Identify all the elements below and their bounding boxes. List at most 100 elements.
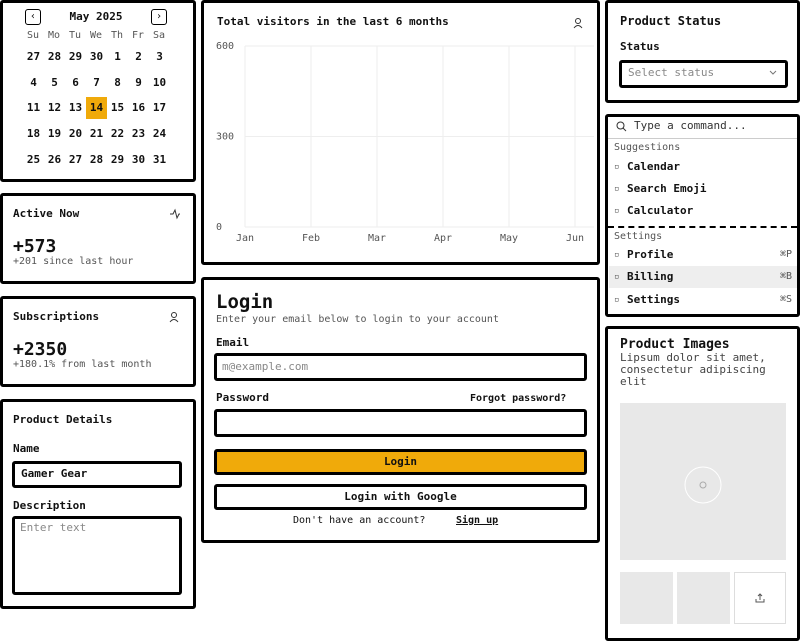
chevron-icon <box>769 70 777 75</box>
field-label: Email <box>216 336 250 349</box>
forgot-password-link[interactable]: Forgot password? <box>470 393 567 404</box>
calendar-day[interactable]: 29 <box>68 50 83 63</box>
weekday-label: Fr <box>131 30 145 41</box>
calendar-day[interactable]: 27 <box>26 50 41 63</box>
search-icon <box>616 121 627 132</box>
command-item[interactable]: Calendar <box>627 160 680 173</box>
calendar-day[interactable]: 19 <box>47 127 62 140</box>
calendar-day[interactable]: 15 <box>110 101 125 114</box>
email-input[interactable] <box>214 353 587 381</box>
calendar-day[interactable]: 28 <box>89 153 104 166</box>
button-label: Login with Google <box>344 490 457 503</box>
thumbnail[interactable] <box>620 572 673 624</box>
calendar-day[interactable]: 14 <box>86 97 107 119</box>
upload-button[interactable] <box>734 572 786 624</box>
field-label: Status <box>620 40 660 53</box>
calendar-card <box>0 0 196 182</box>
command-item[interactable]: Billing <box>627 270 674 283</box>
command-item[interactable]: Profile <box>627 248 674 261</box>
activity-icon <box>170 208 180 220</box>
image-icon <box>684 466 722 504</box>
field-label: Name <box>13 442 40 455</box>
calendar-day[interactable]: 17 <box>152 101 167 114</box>
calendar-day[interactable]: 11 <box>26 101 41 114</box>
command-input[interactable]: Type a command... <box>634 119 747 132</box>
calendar-day[interactable]: 30 <box>89 50 104 63</box>
calendar-day[interactable]: 3 <box>156 50 163 63</box>
upload-icon <box>755 593 765 603</box>
next-month-button[interactable]: › <box>151 9 167 25</box>
calendar-day[interactable]: 20 <box>68 127 83 140</box>
command-item[interactable]: Calculator <box>627 204 694 217</box>
calendar-day[interactable]: 10 <box>152 76 167 89</box>
calendar-day[interactable]: 27 <box>68 153 83 166</box>
google-login-button[interactable]: Login with Google <box>214 484 587 510</box>
x-tick-label: Apr <box>434 233 452 244</box>
calendar-day[interactable]: 6 <box>72 76 79 89</box>
calendar-day[interactable]: 4 <box>30 76 37 89</box>
calendar-month: May 2025 <box>69 10 123 23</box>
calendar-day[interactable]: 28 <box>47 50 62 63</box>
field-label: Description <box>13 499 86 512</box>
signup-prompt: Don't have an account? <box>293 515 426 526</box>
calendar-day[interactable]: 16 <box>131 101 146 114</box>
weekday-label: Tu <box>68 30 82 41</box>
chart-title: Total visitors in the last 6 months <box>217 15 449 28</box>
signup-link[interactable]: Sign up <box>456 515 499 526</box>
weekday-label: Mo <box>47 30 61 41</box>
calendar-day[interactable]: 23 <box>131 127 146 140</box>
visitors-chart: 0 300 600 Jan Feb Mar Apr May Jun <box>216 41 594 244</box>
calendar-day[interactable]: 25 <box>26 153 41 166</box>
stat-value: +573 <box>13 236 57 257</box>
field-label: Password <box>216 391 269 404</box>
calendar-day[interactable]: 7 <box>93 76 100 89</box>
card-title: Product Status <box>620 14 722 28</box>
x-tick-label: Jun <box>566 233 584 244</box>
calendar-day[interactable]: 26 <box>47 153 62 166</box>
select-placeholder: Select status <box>628 66 715 79</box>
calendar-day[interactable]: 24 <box>152 127 167 140</box>
command-item[interactable]: Search Emoji <box>627 182 707 195</box>
prev-month-button[interactable]: ‹ <box>25 9 41 25</box>
calendar-day[interactable]: 18 <box>26 127 41 140</box>
stat-value: +2350 <box>13 339 68 360</box>
calendar-day[interactable]: 21 <box>89 127 104 140</box>
description-textarea[interactable] <box>12 516 182 595</box>
shortcut: ⌘P <box>779 249 792 260</box>
y-tick-label: 300 <box>216 132 234 143</box>
weekday-label: We <box>89 30 103 41</box>
calendar-day[interactable]: 1 <box>114 50 121 63</box>
input-placeholder: m@example.com <box>222 360 309 373</box>
calendar-day[interactable]: 9 <box>135 76 142 89</box>
login-button[interactable]: Login <box>214 449 587 475</box>
command-icon: ▫ <box>614 295 620 305</box>
card-title: Product Details <box>13 413 113 426</box>
command-icon: ▫ <box>614 184 620 194</box>
calendar-day[interactable]: 30 <box>131 153 146 166</box>
calendar-day[interactable]: 5 <box>51 76 58 89</box>
calendar-day[interactable]: 12 <box>47 101 62 114</box>
calendar-day[interactable]: 22 <box>110 127 125 140</box>
stat-note: +180.1% from last month <box>13 359 152 370</box>
status-select[interactable] <box>619 60 788 88</box>
calendar-day[interactable]: 29 <box>110 153 125 166</box>
thumbnail[interactable] <box>677 572 730 624</box>
y-tick-label: 0 <box>216 222 222 233</box>
users-icon <box>169 312 179 323</box>
command-icon: ▫ <box>614 272 620 282</box>
x-tick-label: Jan <box>236 233 254 244</box>
weekday-label: Th <box>110 30 124 41</box>
shortcut: ⌘B <box>779 271 792 282</box>
calendar-day[interactable]: 8 <box>114 76 121 89</box>
command-icon: ▫ <box>614 206 620 216</box>
name-input[interactable] <box>12 461 182 488</box>
active-now-card <box>0 193 196 284</box>
login-subtitle: Enter your email below to login to your … <box>216 314 499 325</box>
password-input[interactable] <box>214 409 587 437</box>
calendar-day[interactable]: 13 <box>68 101 83 114</box>
command-item[interactable]: Settings <box>627 293 680 306</box>
command-icon: ▫ <box>614 250 620 260</box>
calendar-day[interactable]: 2 <box>135 50 142 63</box>
calendar-day[interactable]: 31 <box>152 153 167 166</box>
